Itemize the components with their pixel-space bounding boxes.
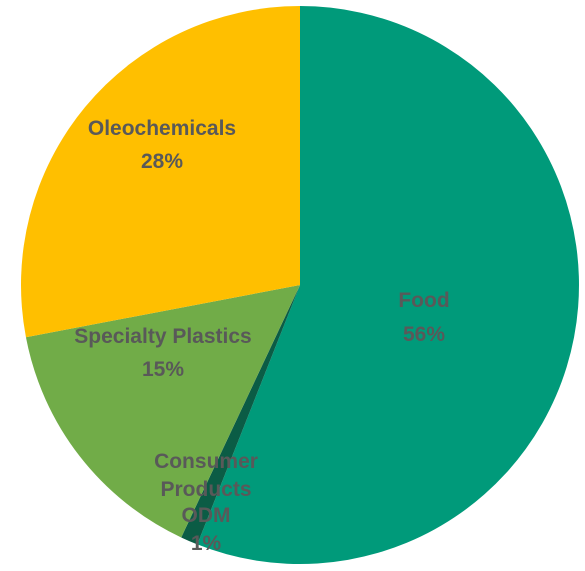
- pie-slice-food: [197, 6, 579, 564]
- pie-slice-specialty-plastics: [25, 285, 300, 538]
- slice-label-oleochemicals: Oleochemicals: [88, 117, 236, 140]
- pie-labels: Food 56% Consumer Products ODM 1% Specialty Pl…: [74, 117, 449, 555]
- pie-slice-oleochemicals: [20, 6, 301, 338]
- pie-slices: [20, 6, 579, 564]
- pie-slice-consumer-products-odm: [181, 285, 300, 545]
- slice-value-oleochemicals: 28%: [141, 150, 183, 173]
- slice-label-consumer-products-odm-line-3: ODM: [182, 504, 231, 527]
- slice-value-consumer-products-odm: 1%: [191, 532, 222, 555]
- slice-value-specialty-plastics: 15%: [142, 358, 184, 381]
- slice-label-food: Food: [398, 289, 449, 312]
- slice-value-food: 56%: [403, 323, 445, 346]
- slice-label-consumer-products-odm-line-1: Consumer: [154, 450, 258, 473]
- slice-label-consumer-products-odm-line-2: Products: [160, 478, 251, 501]
- slice-label-specialty-plastics: Specialty Plastics: [74, 325, 251, 348]
